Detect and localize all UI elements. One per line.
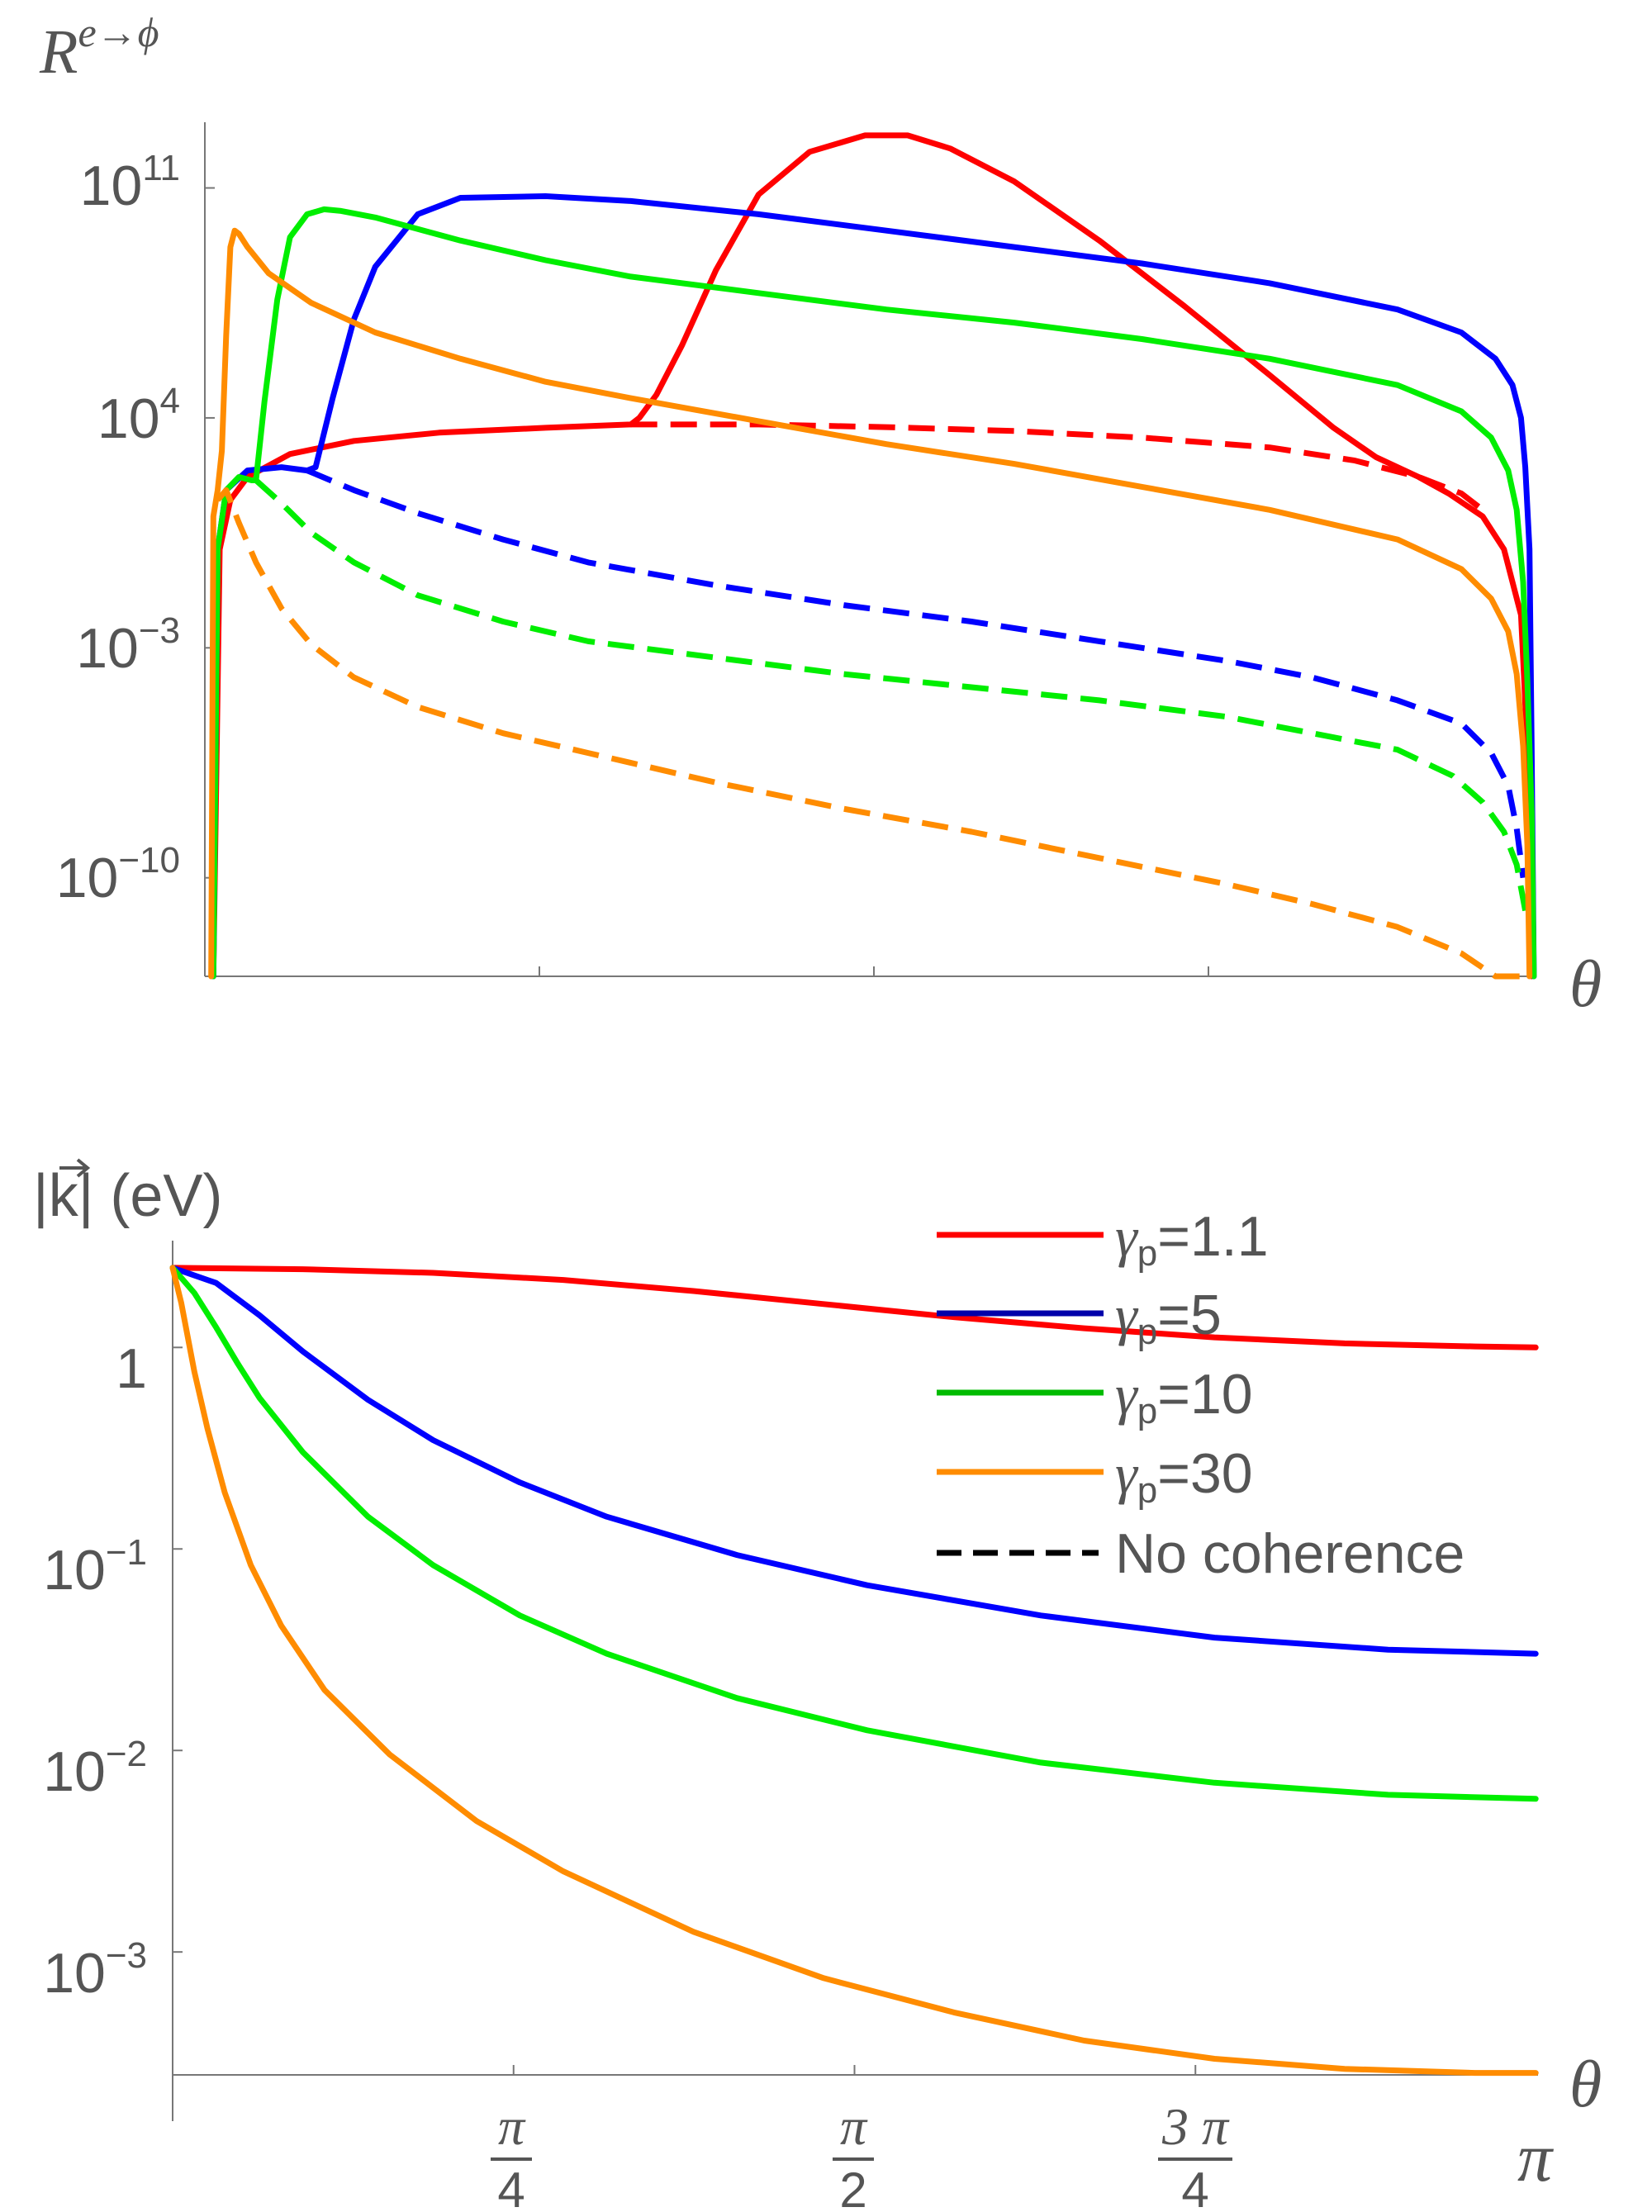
bottom-series-line-2 bbox=[169, 1265, 1539, 1802]
bottom-x-tick-2: 3 π 4 bbox=[1158, 2097, 1232, 2212]
top-y-tick-3-exp: −10 bbox=[118, 840, 180, 881]
bottom-xlabel: θ bbox=[1569, 2048, 1602, 2121]
top-y-tick-3: 10−10 bbox=[56, 840, 180, 909]
bottom-y-tick-3-base: 10 bbox=[43, 1942, 106, 2005]
bottom-y-tick-2: 10−2 bbox=[43, 1734, 147, 1803]
bottom-x-tick-1-num: π bbox=[840, 2097, 868, 2156]
top-y-tick-2-base: 10 bbox=[76, 617, 139, 680]
bottom-y-tick-0: 1 bbox=[116, 1337, 147, 1400]
bottom-ylabel: |k| (eV) bbox=[33, 1163, 222, 1229]
legend-label-2: γp=10 bbox=[1115, 1363, 1253, 1431]
top-panel: Re→ϕ 1011 104 10−3 10−10 θ bbox=[39, 9, 1602, 1021]
legend-label-4: No coherence bbox=[1115, 1522, 1464, 1585]
svg-text:10−10: 10−10 bbox=[56, 840, 180, 909]
bottom-x-tick-0-num: π bbox=[498, 2097, 526, 2156]
bottom-series bbox=[169, 1265, 1539, 2077]
bottom-y-tick-2-exp: −2 bbox=[106, 1734, 147, 1774]
bottom-x-tick-1: π 2 bbox=[833, 2097, 874, 2212]
top-series-line-0 bbox=[210, 132, 1535, 980]
legend: γp=1.1 γp=5 γp=10 γp=30 No coherence bbox=[937, 1205, 1464, 1585]
top-ylabel-sup: e→ϕ bbox=[78, 9, 159, 55]
svg-text:1: 1 bbox=[116, 1337, 147, 1400]
top-y-tick-0: 1011 bbox=[80, 148, 180, 217]
svg-text:10−1: 10−1 bbox=[43, 1532, 147, 1602]
bottom-x-tick-3: π bbox=[1517, 2119, 1555, 2196]
bottom-y-tick-1-base: 10 bbox=[43, 1539, 106, 1602]
bottom-y-tick-3: 10−3 bbox=[43, 1935, 147, 2005]
bottom-y-tick-2-base: 10 bbox=[43, 1740, 106, 1803]
svg-text:10−3: 10−3 bbox=[76, 610, 180, 680]
bottom-x-tick-0-den: 4 bbox=[497, 2162, 525, 2212]
top-series-line-4 bbox=[210, 206, 1537, 980]
top-ylabel-main: R bbox=[39, 17, 78, 87]
top-series-line-3 bbox=[306, 468, 1526, 879]
bottom-x-tick-3-num: π bbox=[1517, 2119, 1555, 2196]
top-xlabel: θ bbox=[1569, 948, 1602, 1021]
top-series-line-2 bbox=[210, 193, 1537, 980]
bottom-x-ticks: π 4 π 2 3 π 4 π bbox=[491, 2097, 1555, 2212]
legend-entry-0: γp=1.1 bbox=[937, 1205, 1269, 1274]
svg-text:104: 104 bbox=[97, 381, 180, 450]
bottom-y-tick-1: 10−1 bbox=[43, 1532, 147, 1602]
bottom-tick-marks bbox=[173, 1346, 1197, 2075]
top-series-line-7 bbox=[215, 487, 1521, 980]
bottom-panel: |k| (eV) 1 10−1 10−2 10−3 π bbox=[33, 1158, 1602, 2212]
bottom-x-tick-0: π 4 bbox=[491, 2097, 532, 2212]
top-series-line-1 bbox=[630, 421, 1485, 513]
legend-entry-4: No coherence bbox=[937, 1522, 1464, 1585]
top-series-line-6 bbox=[208, 227, 1533, 980]
bottom-series-line-1 bbox=[169, 1265, 1539, 1657]
legend-entry-1: γp=5 bbox=[937, 1284, 1222, 1352]
top-y-tick-2-exp: −3 bbox=[139, 610, 180, 651]
bottom-y-tick-1-exp: −1 bbox=[106, 1532, 147, 1573]
legend-label-3: γp=30 bbox=[1115, 1442, 1253, 1511]
bottom-y-tick-3-exp: −3 bbox=[106, 1935, 147, 1976]
top-y-tick-3-base: 10 bbox=[56, 847, 119, 909]
bottom-series-line-0 bbox=[169, 1265, 1539, 1350]
bottom-x-tick-1-den: 2 bbox=[839, 2162, 866, 2212]
top-series bbox=[208, 132, 1537, 980]
svg-text:10−2: 10−2 bbox=[43, 1734, 147, 1803]
svg-text:10−3: 10−3 bbox=[43, 1935, 147, 2005]
bottom-x-tick-2-num: 3 π bbox=[1161, 2097, 1230, 2156]
top-y-tick-1: 104 bbox=[97, 381, 180, 450]
vector-arrow-icon bbox=[59, 1158, 91, 1178]
top-y-tick-1-base: 10 bbox=[97, 387, 160, 450]
legend-entry-3: γp=30 bbox=[937, 1442, 1253, 1511]
top-y-tick-0-base: 10 bbox=[80, 154, 143, 217]
bottom-series-line-3 bbox=[169, 1265, 1539, 2077]
bottom-x-tick-2-den: 4 bbox=[1181, 2162, 1208, 2212]
top-y-tick-2: 10−3 bbox=[76, 610, 180, 680]
legend-label-0: γp=1.1 bbox=[1115, 1205, 1269, 1274]
top-series-line-5 bbox=[254, 477, 1529, 912]
top-y-tick-0-exp: 11 bbox=[142, 148, 180, 188]
top-ylabel: Re→ϕ bbox=[39, 9, 159, 87]
legend-entry-2: γp=10 bbox=[937, 1363, 1253, 1431]
legend-label-1: γp=5 bbox=[1115, 1284, 1222, 1352]
bottom-y-tick-0-base: 1 bbox=[116, 1337, 147, 1400]
top-y-tick-1-exp: 4 bbox=[160, 381, 180, 421]
svg-text:1011: 1011 bbox=[80, 148, 180, 217]
bottom-y-ticks: 1 10−1 10−2 10−3 bbox=[43, 1337, 147, 2005]
top-y-ticks: 1011 104 10−3 10−10 bbox=[56, 148, 180, 909]
